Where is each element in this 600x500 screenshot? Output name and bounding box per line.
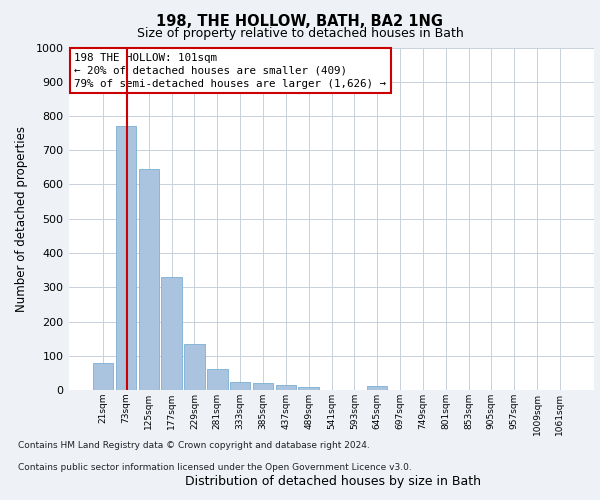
Bar: [253, 383, 273, 390]
Bar: [139, 169, 159, 390]
Bar: [161, 277, 182, 390]
Text: 198, THE HOLLOW, BATH, BA2 1NG: 198, THE HOLLOW, BATH, BA2 1NG: [157, 14, 443, 29]
Bar: [207, 370, 227, 390]
Text: Distribution of detached houses by size in Bath: Distribution of detached houses by size …: [185, 474, 481, 488]
Text: Contains HM Land Registry data © Crown copyright and database right 2024.: Contains HM Land Registry data © Crown c…: [18, 441, 370, 450]
Y-axis label: Number of detached properties: Number of detached properties: [16, 126, 29, 312]
Bar: [93, 362, 113, 390]
Text: Size of property relative to detached houses in Bath: Size of property relative to detached ho…: [137, 28, 463, 40]
Text: Contains public sector information licensed under the Open Government Licence v3: Contains public sector information licen…: [18, 464, 412, 472]
Bar: [367, 386, 388, 390]
Bar: [184, 344, 205, 390]
Bar: [298, 386, 319, 390]
Bar: [275, 385, 296, 390]
Text: 198 THE HOLLOW: 101sqm
← 20% of detached houses are smaller (409)
79% of semi-de: 198 THE HOLLOW: 101sqm ← 20% of detached…: [74, 52, 386, 89]
Bar: [116, 126, 136, 390]
Bar: [230, 382, 250, 390]
